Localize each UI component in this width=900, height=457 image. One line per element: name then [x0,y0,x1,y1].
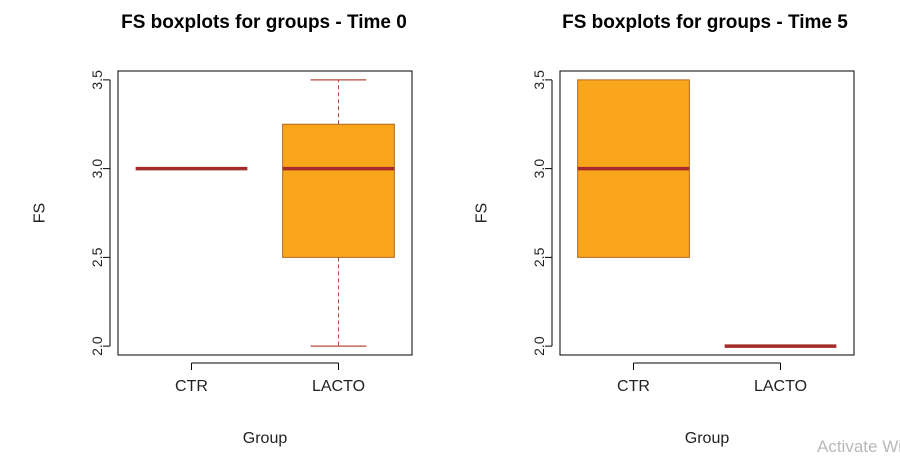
box-iqr [282,123,395,258]
boxplot-panel-2: FS boxplots for groups - Time 5 2.0 2.5 3.0… [474,12,855,447]
y-tick-label: 3.5 [89,70,105,90]
plot-frame [559,70,855,356]
x-tick-label: CTR [175,378,208,395]
os-activation-watermark: Activate Windows [817,437,900,456]
box-ctr [577,79,690,258]
y-axis-label: FS [474,203,491,223]
x-tick-label: CTR [617,378,650,395]
y-tick-label: 2.5 [531,247,547,267]
chart-title: FS boxplots for groups - Time 0 [121,12,407,33]
x-axis-label: Group [243,430,288,447]
y-tick-label: 2.0 [531,336,547,356]
chart-title: FS boxplots for groups - Time 5 [562,12,848,33]
x-axis-label: Group [685,430,730,447]
y-axis-label: FS [32,203,49,223]
y-tick-label: 2.5 [89,247,105,267]
x-tick-label: LACTO [754,378,807,395]
plot-frame [117,70,413,356]
y-tick-label: 3.5 [531,70,547,90]
y-tick-label: 3.0 [531,159,547,179]
boxplot-panel-1: FS boxplots for groups - Time 0 2.0 2.5 3.0… [32,12,413,447]
y-tick-label: 3.0 [89,159,105,179]
x-tick-label: LACTO [312,378,365,395]
box-lacto [282,79,395,347]
y-tick-label: 2.0 [89,336,105,356]
